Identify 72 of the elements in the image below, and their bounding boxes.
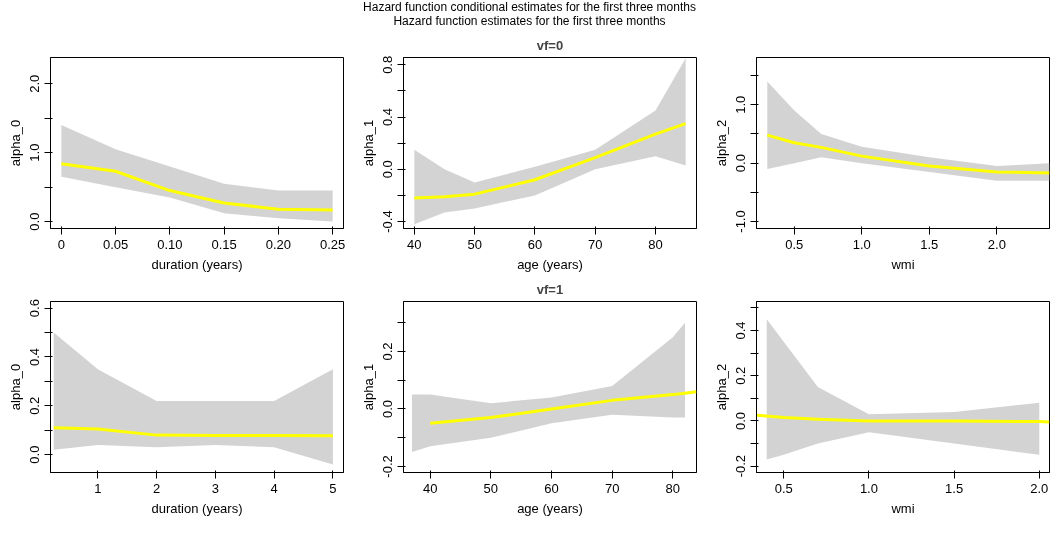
y-tick-label: 0.0	[27, 212, 43, 231]
x-tick-label: 0.5	[774, 480, 793, 496]
y-tick-label: -0.2	[733, 454, 749, 478]
y-tick-label: -0.2	[380, 455, 396, 478]
x-tick-label: 0.25	[320, 236, 346, 252]
x-tick-label: 2	[152, 480, 161, 496]
y-tick-label: -1.0	[733, 210, 749, 233]
x-tick-label: 2.0	[1030, 480, 1049, 496]
y-axis-title: alpha_1	[360, 119, 376, 167]
line-series	[52, 426, 335, 438]
x-tick-label: 40	[407, 236, 422, 252]
y-axis-title: alpha_2	[713, 363, 729, 411]
x-tick-label: 50	[483, 480, 499, 496]
x-tick-label: 0.15	[211, 236, 237, 252]
y-tick-label: 0.2	[380, 342, 396, 361]
x-tick-label: 60	[544, 480, 559, 496]
x-axis-title: age (years)	[517, 256, 583, 272]
x-tick-label: 1.5	[945, 480, 964, 496]
y-tick-label: 0.8	[380, 55, 396, 74]
x-tick-label: 5	[329, 480, 337, 496]
y-tick-label: 0.2	[733, 366, 749, 385]
x-tick-label: 40	[422, 480, 438, 496]
line-series	[765, 133, 1050, 175]
y-tick-label: 0.0	[733, 154, 749, 173]
y-tick-label: 0.4	[27, 347, 43, 366]
x-axis-title: age (years)	[517, 500, 583, 516]
y-tick-label: 0.6	[27, 299, 43, 318]
chart-title: vf=1	[536, 281, 564, 297]
x-axis-title: wmi	[890, 256, 915, 272]
text: Hazard function conditional estimates for the first three months	[363, 0, 696, 14]
line-series	[59, 162, 335, 212]
x-axis-title: duration (years)	[151, 256, 243, 272]
y-tick-label: 0.0	[380, 160, 396, 179]
x-tick-label: 0.20	[265, 236, 292, 252]
x-tick-label: 1.0	[859, 480, 878, 496]
x-tick-label: 1.5	[920, 236, 939, 252]
x-axis-title: wmi	[890, 500, 915, 516]
chart-title: vf=0	[536, 37, 564, 53]
line-series	[756, 413, 1050, 424]
y-tick-label: 1.0	[27, 143, 43, 162]
y-tick-label: 0.0	[27, 445, 43, 464]
x-tick-label: 0.5	[785, 236, 804, 252]
x-tick-label: 4	[270, 480, 278, 496]
x-tick-label: 80	[648, 236, 663, 252]
x-tick-label: 2.0	[987, 236, 1006, 252]
y-tick-label: 2.0	[27, 74, 43, 93]
x-tick-label: 50	[467, 236, 482, 252]
x-axis-title: duration (years)	[151, 500, 243, 516]
line-series	[412, 122, 688, 200]
line-series	[428, 390, 697, 425]
y-tick-label: 0.4	[380, 108, 396, 127]
x-tick-label: 70	[587, 236, 603, 252]
x-tick-label: 3	[211, 480, 219, 496]
y-tick-label: 1.0	[733, 95, 749, 114]
y-axis-title: alpha_1	[360, 363, 376, 411]
x-tick-label: 0.05	[102, 236, 129, 252]
y-tick-label: 0.0	[380, 399, 396, 419]
y-tick-label: 0.2	[27, 396, 43, 415]
x-tick-label: 0.10	[157, 236, 183, 252]
x-tick-label: 80	[665, 480, 681, 496]
x-tick-label: 0	[57, 236, 65, 252]
y-axis-title: alpha_2	[713, 119, 729, 167]
x-tick-label: 60	[527, 236, 543, 252]
y-tick-label: -0.4	[380, 210, 396, 233]
y-axis-title: alpha_0	[7, 119, 23, 167]
x-tick-label: 1	[94, 480, 102, 496]
x-tick-label: 70	[604, 480, 620, 496]
text: Hazard function estimates for the first three months	[393, 14, 666, 28]
y-tick-label: 0.0	[733, 411, 749, 430]
x-tick-label: 1.0	[852, 236, 871, 252]
y-axis-title: alpha_0	[7, 363, 23, 411]
y-tick-label: 0.4	[733, 321, 749, 340]
